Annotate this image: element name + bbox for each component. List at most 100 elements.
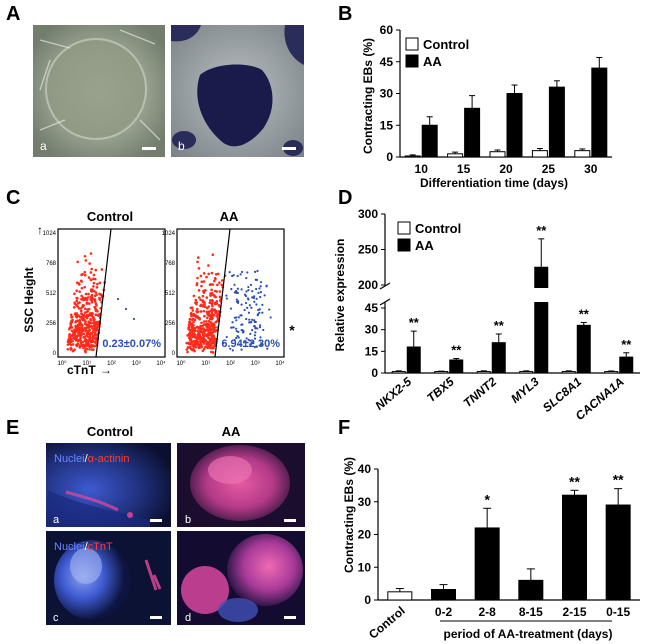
bar (474, 527, 500, 601)
scatter-point-red (200, 284, 203, 288)
scatter-point-red (95, 326, 99, 329)
scatter-point-red (192, 348, 195, 351)
scatter-point-red (202, 327, 205, 330)
scatter-point-red (214, 277, 217, 281)
scatter-point-red (197, 344, 201, 348)
chart-D-ylabel: Relative expression (333, 239, 347, 352)
scatter-point-red (81, 329, 85, 333)
scatter-point-red (90, 278, 93, 282)
scatter-point-red (218, 281, 221, 284)
scatter-point-red (192, 314, 196, 317)
scatter-point-red (215, 302, 219, 305)
scatter-point-red (210, 327, 213, 331)
scatter-point-red (89, 271, 93, 274)
scatter-point-red (77, 330, 81, 334)
scatter-point-blue (250, 306, 253, 309)
scatter-point-red (220, 279, 224, 282)
scatter-point-red (92, 285, 95, 288)
scale-bar (150, 519, 162, 522)
scatter-point-red (91, 321, 95, 325)
scatter-point-blue (256, 269, 259, 273)
scatter-point-blue (259, 295, 262, 299)
scatter-point-red (90, 344, 93, 347)
scatter-point-blue (249, 283, 253, 287)
x-tick-label: 10¹ (201, 361, 210, 367)
scatter-point-red (190, 341, 193, 345)
y-tick-label: 300 (358, 207, 378, 221)
scatter-point-red (207, 323, 211, 327)
scatter-point-blue (247, 338, 250, 342)
scatter-point-red (81, 318, 85, 322)
image-label-b: b (185, 514, 191, 526)
bar-aa (591, 67, 608, 158)
scatter-point-blue (262, 328, 265, 332)
scatter-point-red (196, 329, 199, 333)
scatter-point-blue (225, 297, 228, 300)
scatter-point-red (80, 313, 84, 316)
legend-label: Control (423, 37, 469, 52)
chart-B-xlabel: Differentiation time (days) (420, 176, 568, 190)
scatter-point-red (202, 309, 206, 313)
scatter-point-blue (239, 273, 242, 276)
scatter-point-red (73, 328, 76, 332)
scatter-point-blue (236, 287, 239, 290)
x-tick-label: 10⁰ (176, 360, 186, 367)
significance-marker: ** (613, 472, 624, 488)
scatter-point-blue (231, 349, 234, 352)
scatter-point-red (72, 331, 75, 334)
scatter-point-blue (255, 297, 258, 300)
scatter-point-red (89, 295, 93, 299)
bar-control (604, 371, 619, 374)
scatter-point-red (89, 298, 92, 301)
scatter-point-red (66, 347, 70, 351)
scatter-point-red (218, 295, 222, 299)
scatter-point-red (198, 317, 201, 321)
axis-break-gap (533, 288, 549, 302)
scatter-point-red (185, 348, 189, 351)
scatter-point-blue (237, 330, 240, 333)
scatter-point-red (194, 301, 197, 305)
scatter-point-blue (259, 285, 262, 288)
scatter-point-red (211, 304, 214, 308)
scatter-point-red (202, 334, 205, 337)
scatter-point-red (88, 313, 91, 317)
panel-A: A a b (6, 3, 304, 157)
gate-percentage: 0.23±0.07% (102, 338, 161, 350)
scatter-point-red (188, 336, 192, 339)
bar (605, 504, 631, 601)
bar-control (404, 155, 421, 158)
legend-swatch-control (397, 221, 411, 235)
panel-letter-E: E (6, 417, 19, 439)
scatter-point-blue (259, 281, 263, 284)
scatter-point-red (79, 279, 83, 283)
scatter-point-red (72, 336, 75, 340)
scatter-point-blue (259, 343, 262, 346)
scatter-point-red (94, 313, 98, 317)
scatter-point-red (80, 286, 84, 290)
scatter-point-red (88, 348, 91, 351)
stain-label-row1: Nuclei/α-actinin (54, 453, 129, 465)
scatter-point-red (91, 297, 95, 301)
scatter-point-blue (124, 307, 128, 311)
chart-D: 0 15 30 45 200 250 300 ** NKX2-5 ** TBX5 ** TNNT2 ** M… (358, 207, 640, 423)
scatter-point-red (190, 324, 194, 327)
scatter-point-red (92, 281, 96, 285)
scatter-point-blue (235, 336, 238, 340)
scatter-point-red (76, 260, 79, 264)
significance-marker: ** (494, 318, 505, 333)
scatter-point-red (200, 345, 203, 348)
legend-swatch-control (405, 37, 419, 51)
scatter-point-red (98, 281, 102, 285)
scatter-point-red (76, 339, 80, 343)
fluorescence-image-a: a (46, 443, 171, 527)
x-tick-label: TBX5 (424, 374, 457, 405)
scatter-point-red (209, 342, 213, 346)
scatter-point-red (203, 302, 206, 306)
scatter-point-red (208, 340, 212, 344)
facs-xlabel: cTnT (67, 363, 96, 377)
scatter-point-red (206, 312, 209, 315)
scatter-point-blue (233, 283, 236, 286)
legend-label: AA (423, 54, 442, 69)
scatter-point-red (75, 319, 78, 323)
scatter-point-red (89, 324, 93, 328)
